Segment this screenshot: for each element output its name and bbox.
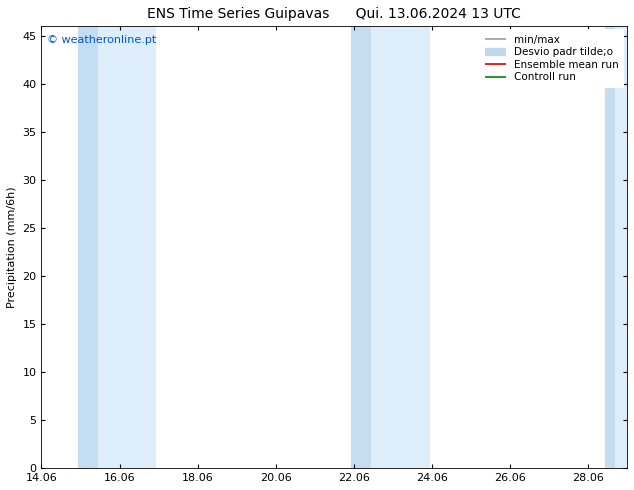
Bar [371,26,429,468]
Bar [78,26,98,468]
Title: ENS Time Series Guipavas      Qui. 13.06.2024 13 UTC: ENS Time Series Guipavas Qui. 13.06.2024… [147,7,521,21]
Bar [615,26,634,468]
Text: © weatheronline.pt: © weatheronline.pt [48,35,157,45]
Bar [98,26,156,468]
Bar [351,26,371,468]
Legend: min/max, Desvio padr tilde;o, Ensemble mean run, Controll run: min/max, Desvio padr tilde;o, Ensemble m… [479,29,624,88]
Y-axis label: Precipitation (mm/6h): Precipitation (mm/6h) [7,186,17,308]
Bar [605,26,615,468]
